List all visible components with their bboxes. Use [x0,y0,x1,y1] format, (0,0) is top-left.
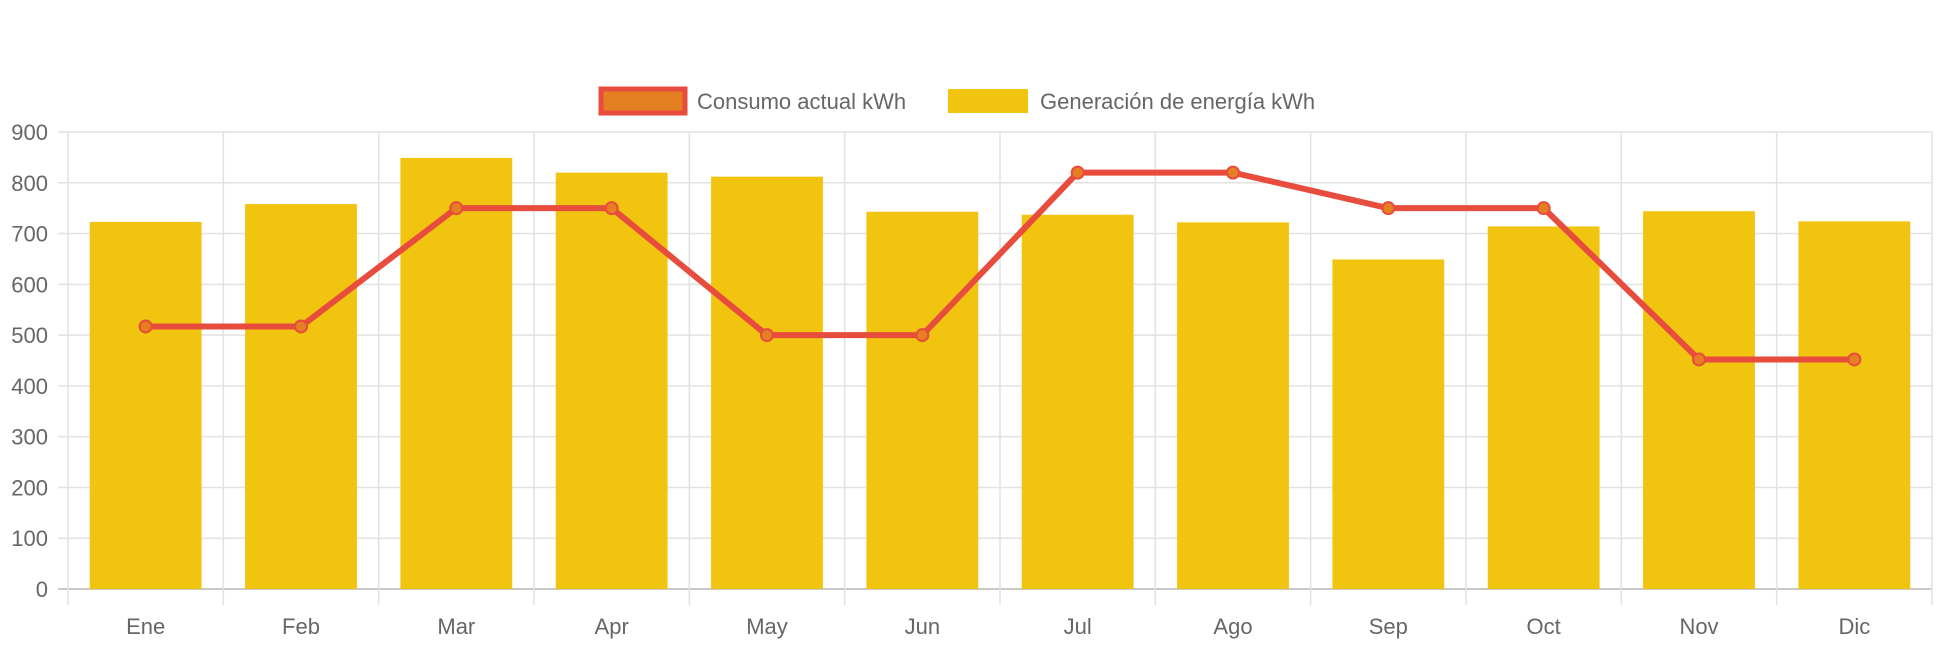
x-tick-label: Mar [437,614,475,639]
y-tick-label: 700 [11,222,48,247]
y-tick-label: 100 [11,526,48,551]
x-axis: Ene Feb Mar Apr May Jun Jul Ago Sep Oct Nov Dic [126,614,1870,639]
point-sep [1381,201,1396,216]
y-tick-label: 300 [11,425,48,450]
x-tick-label: Ene [126,614,165,639]
x-tick-label: Sep [1369,614,1408,639]
bar-ene [89,221,202,590]
y-axis: 0 100 200 300 400 500 600 700 800 900 [11,120,48,602]
x-tick-label: Ago [1213,614,1252,639]
bar-oct [1487,226,1600,590]
point-may [760,328,774,343]
x-tick-label: Oct [1527,614,1561,639]
point-ago [1226,165,1240,180]
point-nov [1692,352,1706,367]
legend-swatch-consumo[interactable] [598,86,688,116]
legend-swatch-generacion[interactable] [948,89,1028,113]
y-tick-label: 800 [11,171,48,196]
legend-label-consumo[interactable]: Consumo actual kWh [697,89,906,114]
x-tick-label: Jun [905,614,940,639]
point-oct [1536,201,1551,216]
bar-ago [1177,222,1289,589]
consumption-line [138,165,1862,367]
legend-label-generacion[interactable]: Generación de energía kWh [1040,89,1315,114]
y-tick-label: 600 [11,272,48,297]
x-tick-label: Jul [1064,614,1092,639]
x-tick-label: Apr [595,614,629,639]
bar-may [711,176,823,589]
bar-sep [1332,259,1445,589]
bar-nov [1643,211,1755,590]
bar-feb [245,204,357,590]
y-tick-label: 400 [11,374,48,399]
grid [58,131,1933,605]
x-tick-label: May [746,614,788,639]
point-feb [294,319,308,334]
bar-jun [866,211,979,589]
bar-apr [555,172,668,589]
bar-jul [1021,214,1134,590]
point-dic [1847,352,1862,367]
y-tick-label: 900 [11,120,48,145]
y-tick-label: 0 [36,577,48,602]
consumption-line-path [145,169,1855,363]
y-tick-label: 200 [11,475,48,500]
point-jun [915,328,930,343]
bars [89,157,1911,590]
x-tick-label: Feb [282,614,320,639]
legend: Consumo actual kWh Generación de energía… [598,86,1315,116]
x-tick-label: Dic [1838,614,1870,639]
point-jul [1070,165,1085,180]
point-mar [449,201,464,216]
point-ene [138,319,153,334]
y-tick-label: 500 [11,323,48,348]
point-apr [604,201,619,216]
bar-dic [1798,221,1911,589]
x-tick-label: Nov [1679,614,1718,639]
bar-mar [400,157,513,589]
